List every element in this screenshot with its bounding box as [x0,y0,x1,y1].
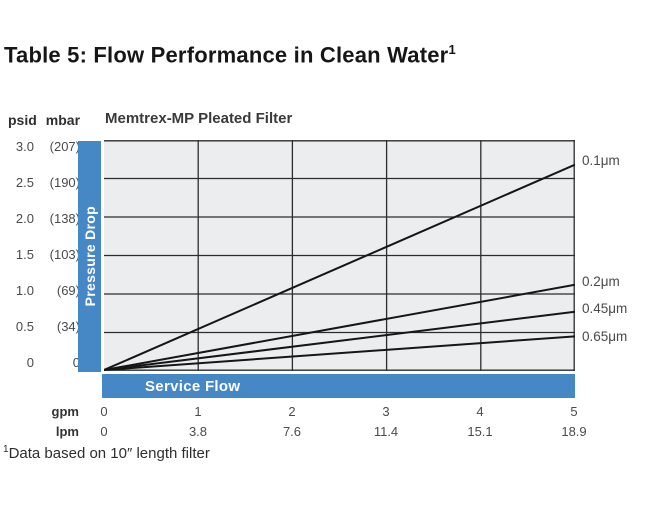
page-title: Table 5: Flow Performance in Clean Water… [4,42,456,68]
service-flow-label: Service Flow [145,377,241,395]
x-tick-gpm: 0 [100,404,108,419]
psid-unit-label: psid [8,112,37,128]
x-tick-lpm: 7.6 [282,424,302,439]
mbar-unit-label: mbar [45,112,81,128]
y-tick-mbar: (69) [56,283,80,298]
plot-area [104,140,575,371]
y-tick-mbar: (207) [49,139,80,154]
y-tick-psid: 0.5 [15,319,34,334]
x-tick-gpm: 5 [570,404,578,419]
y-axis-unit-header: psid mbar [8,112,80,128]
y-tick-mbar: (190) [49,175,80,190]
footnote-superscript: 1 [3,444,9,455]
y-tick-mbar: (138) [49,211,80,226]
gpm-unit-label: gpm [51,404,79,419]
footnote-text: Data based on 10″ length filter [8,445,210,462]
plot-svg [104,140,575,371]
x-tick-gpm: 4 [476,404,484,419]
y-tick-psid: 2.5 [15,175,34,190]
x-tick-lpm: 0 [100,424,108,439]
pressure-drop-label: Pressure Drop [81,206,98,307]
y-tick-psid: 0 [26,355,34,370]
series-label-0.1um: 0.1μm [582,153,620,168]
lpm-unit-label: lpm [55,424,79,439]
y-tick-row: 1.5 (103) [0,247,80,262]
y-tick-psid: 3.0 [15,139,34,154]
x-tick-gpm: 2 [288,404,296,419]
page-title-text: Table 5: Flow Performance in Clean Water [4,42,449,68]
y-tick-row: 1.0 (69) [0,283,80,298]
footnote: 1Data based on 10″ length filter [3,444,210,462]
chart-title: Memtrex-MP Pleated Filter [105,110,293,127]
y-tick-row: 2.5 (190) [0,175,80,190]
service-flow-axis-bar: Service Flow [102,374,575,398]
x-tick-lpm: 3.8 [188,424,208,439]
y-tick-psid: 2.0 [15,211,34,226]
y-tick-mbar: 0 [72,355,80,370]
x-tick-gpm: 3 [382,404,390,419]
y-tick-row: 0.5 (34) [0,319,80,334]
y-tick-row: 3.0 (207) [0,139,80,154]
x-tick-lpm: 11.4 [373,424,399,439]
pressure-drop-axis-bar: Pressure Drop [78,141,101,372]
x-tick-lpm: 18.9 [561,424,587,439]
series-label-0.65um: 0.65μm [582,329,628,344]
y-tick-row: 2.0 (138) [0,211,80,226]
page-title-superscript: 1 [448,42,456,57]
y-tick-mbar: (34) [56,319,80,334]
x-tick-gpm: 1 [194,404,202,419]
series-label-0.45um: 0.45μm [582,301,628,316]
y-tick-psid: 1.5 [15,247,34,262]
y-tick-row: 0 0 [0,355,80,370]
y-tick-psid: 1.0 [15,283,34,298]
series-label-0.2um: 0.2μm [582,274,620,289]
x-tick-lpm: 15.1 [467,424,493,439]
y-tick-mbar: (103) [49,247,80,262]
